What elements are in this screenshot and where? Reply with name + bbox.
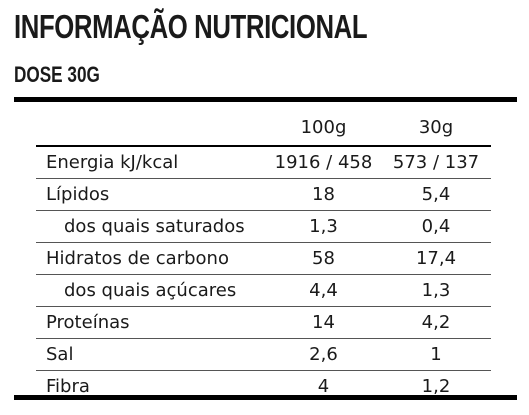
row-label-carbohydrates: Hidratos de carbono xyxy=(46,248,229,269)
column-header-100g: 100g xyxy=(300,117,347,138)
table-row: Lípidos 18 5,4 xyxy=(36,179,491,211)
row-label-protein: Proteínas xyxy=(46,312,130,333)
table-row: Energia kJ/kcal 1916 / 458 573 / 137 xyxy=(36,146,491,179)
bottom-rule xyxy=(14,395,517,400)
row-label-sugars: dos quais açúcares xyxy=(64,280,237,301)
cell-100g: 14 xyxy=(312,312,335,333)
table-row: Fibra 4 1,2 xyxy=(36,371,491,403)
serving-size-label: DOSE 30G xyxy=(14,62,100,87)
row-label-fiber: Fibra xyxy=(46,376,90,397)
cell-100g: 4 xyxy=(317,376,330,397)
cell-30g: 1,3 xyxy=(421,280,451,301)
cell-100g: 4,4 xyxy=(309,280,338,301)
table-row: Sal 2,6 1 xyxy=(36,339,491,371)
row-label-saturated-fat: dos quais saturados xyxy=(64,216,245,237)
cell-30g: 4,2 xyxy=(421,312,451,333)
cell-30g: 17,4 xyxy=(415,248,457,269)
cell-30g: 1 xyxy=(430,344,442,365)
top-rule xyxy=(14,97,517,102)
cell-100g: 1,3 xyxy=(309,216,338,237)
table-row: Hidratos de carbono 58 17,4 xyxy=(36,243,491,275)
cell-100g: 1916 / 458 xyxy=(274,152,373,173)
row-label-fat: Lípidos xyxy=(46,184,110,205)
row-label-salt: Sal xyxy=(46,344,74,365)
cell-30g: 5,4 xyxy=(421,184,451,205)
page-title: INFORMAÇÃO NUTRICIONAL xyxy=(14,8,368,45)
cell-30g: 1,2 xyxy=(421,376,451,397)
cell-100g: 2,6 xyxy=(309,344,338,365)
nutrition-table: 100g 30g Energia kJ/kcal 1916 / 458 573 … xyxy=(36,110,491,402)
column-header-30g: 30g xyxy=(418,117,454,138)
table-row: dos quais saturados 1,3 0,4 xyxy=(36,211,491,243)
row-label-energy: Energia kJ/kcal xyxy=(46,152,179,173)
cell-30g: 573 / 137 xyxy=(392,152,480,173)
cell-100g: 58 xyxy=(312,248,335,269)
table-row: Proteínas 14 4,2 xyxy=(36,307,491,339)
column-header-nutrient xyxy=(36,110,266,146)
table-row: dos quais açúcares 4,4 1,3 xyxy=(36,275,491,307)
cell-30g: 0,4 xyxy=(421,216,451,237)
cell-100g: 18 xyxy=(312,184,335,205)
table-header-row: 100g 30g xyxy=(36,110,491,146)
